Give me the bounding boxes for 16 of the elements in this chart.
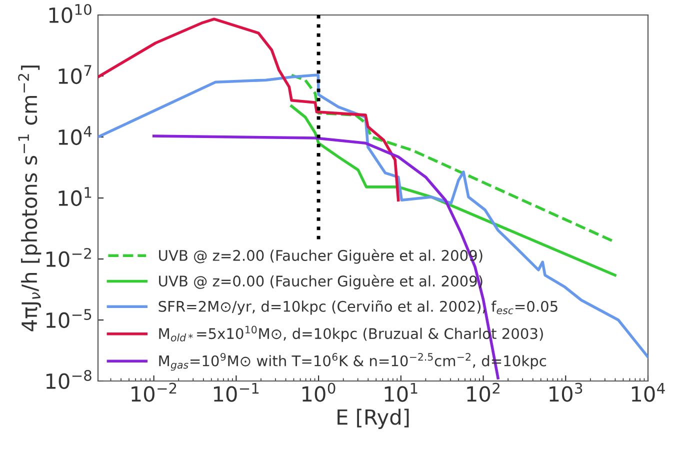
y-tick-label: 10$^{−8}$ xyxy=(46,370,92,390)
x-axis-title: E [Ryd] xyxy=(338,408,409,429)
x-tick-label: 10$^{4}$ xyxy=(632,382,665,402)
x-tick-label: 10$^{−2}$ xyxy=(132,382,176,402)
y-tick-label: 10$^{−2}$ xyxy=(46,248,91,268)
y-tick-label: 10$^{10}$ xyxy=(49,4,92,24)
x-tick-label: 10$^{−1}$ xyxy=(214,382,259,402)
x-tick-label: 10$^{1}$ xyxy=(384,382,418,402)
x-tick-label: 10$^{0}$ xyxy=(302,382,336,402)
x-tick-label: 10$^{3}$ xyxy=(550,382,582,402)
y-tick-label: 10$^{4}$ xyxy=(58,126,92,146)
y-axis-title: 4πJ$_{ν}$/h [photons s$^{−1}$ cm$^{−2}$] xyxy=(18,66,42,332)
y-tick-label: 10$^{−5}$ xyxy=(46,309,92,328)
y-tick-label: 10$^{1}$ xyxy=(58,187,92,206)
x-tick-label: 10$^{2}$ xyxy=(467,382,500,402)
y-tick-label: 10$^{7}$ xyxy=(58,65,92,84)
